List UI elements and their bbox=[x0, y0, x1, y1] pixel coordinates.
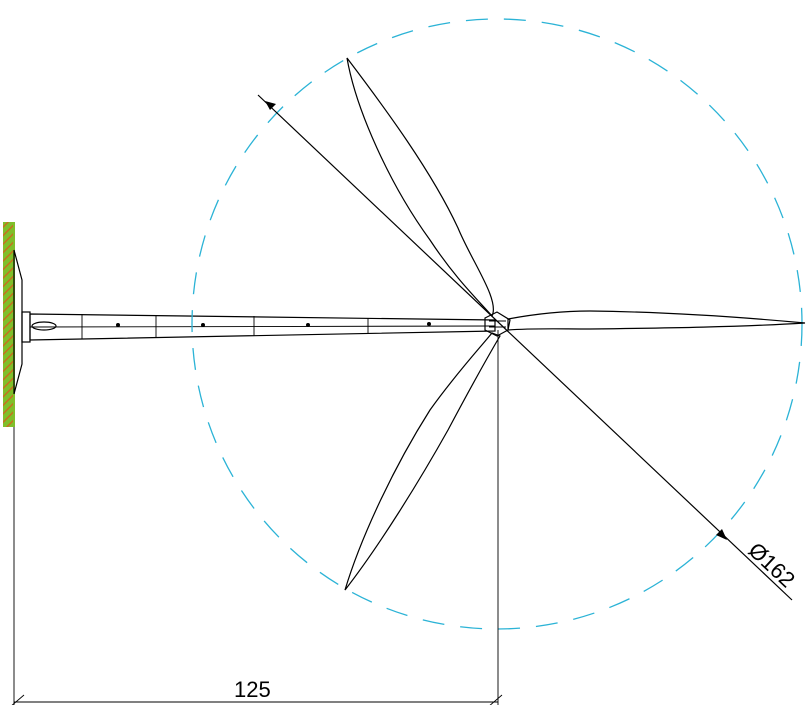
tower-flange bbox=[21, 311, 31, 343]
diameter-arrow-end bbox=[716, 529, 727, 540]
hub bbox=[484, 311, 511, 337]
rotor-swept-circle bbox=[191, 18, 803, 630]
diameter-arrow-start bbox=[265, 101, 276, 110]
tower-door bbox=[31, 321, 57, 331]
platform-marker bbox=[427, 322, 431, 326]
foundation bbox=[13, 249, 23, 395]
platform-marker bbox=[116, 323, 120, 327]
height-tick-right bbox=[489, 694, 503, 705]
platform-marker bbox=[201, 323, 205, 327]
tower-centerline bbox=[29, 325, 496, 328]
platform-marker bbox=[306, 323, 310, 327]
tower bbox=[29, 313, 496, 341]
blade-upper bbox=[346, 57, 494, 318]
blade-lower bbox=[344, 332, 501, 591]
diameter-leader bbox=[257, 94, 793, 601]
height-tick-left bbox=[11, 694, 25, 705]
height-label: 125 bbox=[234, 677, 271, 702]
ground-hatch bbox=[3, 222, 13, 427]
blade-right bbox=[507, 310, 806, 331]
diameter-label: Ø162 bbox=[744, 537, 800, 592]
